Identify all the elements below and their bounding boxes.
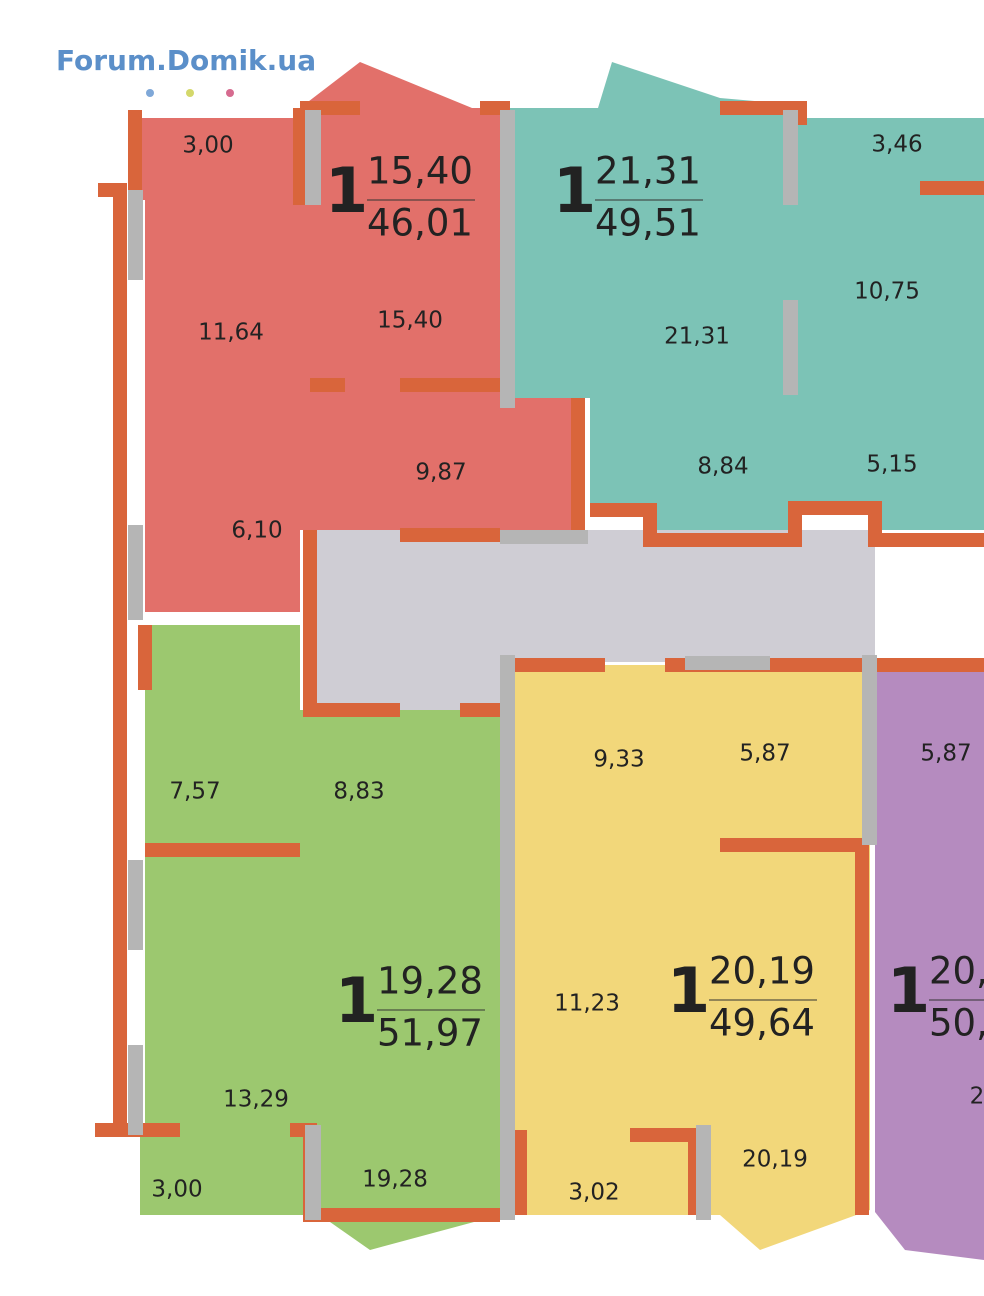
room-area: 3,46	[871, 132, 922, 158]
apartment-green	[140, 625, 500, 1250]
room-count: 1	[667, 954, 710, 1027]
room-area: 3,00	[151, 1177, 202, 1203]
room-area: 20,19	[742, 1147, 808, 1173]
logo: Forum.Domik.ua	[56, 44, 316, 77]
wall	[630, 1128, 702, 1215]
living-area: 19,28	[377, 960, 483, 1003]
partition	[862, 655, 877, 845]
total-area: 50,	[929, 1002, 984, 1045]
room-area: 5,87	[920, 741, 971, 767]
apartment-purple	[875, 665, 984, 1260]
logo-dot	[186, 89, 194, 97]
logo-dot	[146, 89, 154, 97]
living-area: 15,40	[367, 150, 473, 193]
room-area: 9,87	[415, 460, 466, 486]
living-area: 20,	[929, 950, 984, 993]
walls	[95, 101, 984, 1222]
room-area: 2	[970, 1084, 984, 1110]
partition	[305, 1125, 321, 1220]
room-count: 1	[887, 954, 930, 1027]
partition	[685, 656, 770, 670]
room-area: 13,29	[223, 1087, 289, 1113]
room-area: 11,23	[554, 991, 620, 1017]
room-area: 8,84	[697, 454, 748, 480]
total-area: 49,51	[595, 202, 701, 245]
room-area: 8,83	[333, 779, 384, 805]
partition	[500, 110, 515, 408]
total-area: 49,64	[709, 1002, 815, 1045]
living-area: 20,19	[709, 950, 815, 993]
room-area: 5,15	[866, 452, 917, 478]
partition	[128, 860, 143, 950]
room-count: 1	[335, 964, 378, 1037]
partition	[128, 1045, 143, 1135]
room-area: 9,33	[593, 747, 644, 773]
partition	[305, 110, 321, 205]
wall	[720, 101, 807, 125]
room-area: 21,31	[664, 324, 730, 350]
partition	[128, 525, 143, 620]
apartment-teal	[510, 62, 984, 540]
total-area: 51,97	[377, 1012, 483, 1055]
room-area: 10,75	[854, 279, 920, 305]
wall	[590, 501, 984, 547]
total-area: 46,01	[367, 202, 473, 245]
corridor	[310, 530, 875, 710]
partition	[500, 655, 515, 1220]
room-area: 7,57	[169, 779, 220, 805]
partition	[783, 300, 798, 395]
room-area: 6,10	[231, 518, 282, 544]
apartment-yellow	[510, 665, 870, 1250]
partition	[783, 110, 798, 205]
room-area: 3,00	[182, 133, 233, 159]
partition	[128, 190, 143, 280]
logo-dot	[226, 89, 234, 97]
room-area: 15,40	[377, 308, 443, 334]
partition	[696, 1125, 711, 1220]
partitions	[128, 110, 877, 1220]
room-count: 1	[325, 154, 368, 227]
room-area: 11,64	[198, 320, 264, 346]
room-area: 5,87	[739, 741, 790, 767]
room-area: 19,28	[362, 1167, 428, 1193]
room-area: 3,02	[568, 1180, 619, 1206]
wall	[303, 530, 400, 717]
partition	[500, 530, 588, 544]
living-area: 21,31	[595, 150, 701, 193]
room-count: 1	[553, 154, 596, 227]
